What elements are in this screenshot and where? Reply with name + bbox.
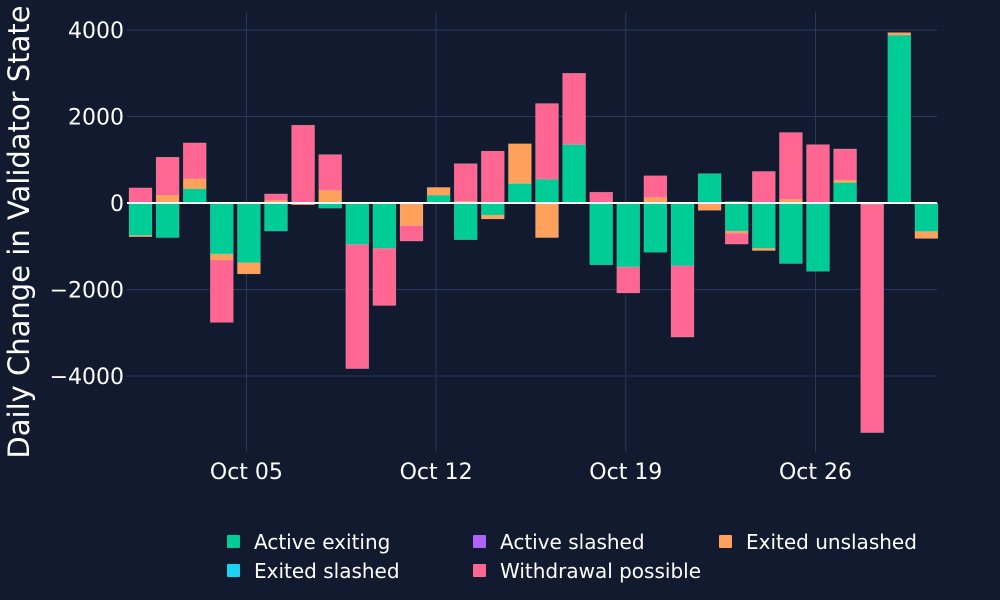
x-axis: Oct 05 Oct 12 Oct 19 Oct 26 (210, 460, 852, 485)
bar-active-exiting (697, 173, 722, 204)
bar-exited-unslashed (155, 194, 180, 204)
bar-withdrawal-possible (345, 244, 370, 369)
bar-withdrawal-possible (155, 156, 180, 196)
bar-exited-unslashed (399, 202, 424, 226)
legend-item[interactable]: Exited unslashed (719, 530, 917, 554)
bar-withdrawal-possible (535, 103, 559, 180)
bar-withdrawal-possible (860, 204, 884, 433)
bar-withdrawal-possible (616, 266, 641, 294)
bar-exited-unslashed (887, 32, 912, 36)
legend-label: Withdrawal possible (500, 559, 701, 583)
bar-active-exiting (806, 202, 830, 272)
legend-label: Exited slashed (254, 559, 400, 583)
bar-active-exiting (670, 202, 695, 266)
bar-withdrawal-possible (752, 171, 776, 204)
bar-active-exiting (210, 202, 234, 255)
bar-active-exiting (833, 182, 857, 204)
bar-active-exiting (752, 202, 776, 249)
bar-withdrawal-possible (291, 124, 315, 204)
bar-exited-unslashed (508, 143, 532, 184)
bar-active-exiting (155, 202, 180, 238)
y-tick-label: −2000 (50, 279, 124, 304)
y-tick-label: −4000 (50, 365, 124, 390)
bar-exited-unslashed (128, 235, 153, 237)
bar-active-exiting (508, 183, 532, 204)
bar-exited-unslashed (318, 190, 342, 204)
legend-swatch (473, 564, 486, 577)
bar-withdrawal-possible (372, 248, 397, 306)
bar-active-exiting (264, 202, 288, 232)
bar-active-exiting (237, 202, 261, 263)
legend-swatch (473, 535, 486, 548)
legend-swatch (719, 535, 732, 548)
bar-withdrawal-possible (128, 187, 153, 204)
bar-exited-unslashed (724, 230, 749, 234)
legend-label: Active exiting (254, 530, 390, 554)
bar-active-exiting (128, 202, 153, 236)
legend-swatch (227, 535, 240, 548)
bar-active-exiting (643, 202, 668, 253)
x-tick-label: Oct 19 (589, 460, 662, 485)
bar-exited-unslashed (481, 214, 505, 220)
bar-active-exiting (887, 34, 912, 204)
bar-active-exiting (589, 202, 613, 266)
y-tick-label: 0 (110, 192, 124, 217)
y-axis: 4000 2000 0 −2000 −4000 (50, 19, 124, 390)
bar-withdrawal-possible (182, 142, 207, 180)
legend-item[interactable]: Active slashed (473, 530, 645, 554)
bar-exited-unslashed (752, 248, 776, 251)
y-tick-label: 2000 (68, 106, 124, 131)
bar-withdrawal-possible (399, 225, 424, 242)
bar-exited-unslashed (237, 262, 261, 275)
x-tick-label: Oct 26 (779, 460, 852, 485)
bar-exited-unslashed (914, 231, 939, 239)
bar-active-exiting (562, 144, 586, 204)
bar-withdrawal-possible (562, 73, 586, 145)
bar-withdrawal-possible (806, 144, 830, 204)
bar-withdrawal-possible (481, 150, 505, 204)
bar-exited-unslashed (535, 202, 559, 238)
x-tick-label: Oct 05 (210, 460, 283, 485)
legend-swatch (227, 564, 240, 577)
bar-withdrawal-possible (643, 175, 668, 198)
bar-exited-unslashed (182, 178, 207, 189)
bar-withdrawal-possible (453, 163, 478, 202)
bar-exited-unslashed (697, 202, 722, 211)
bar-exited-unslashed (426, 187, 451, 196)
bar-exited-unslashed (210, 253, 234, 261)
bar-active-exiting (426, 194, 451, 204)
bar-withdrawal-possible (589, 191, 613, 204)
bar-active-exiting (481, 202, 505, 216)
bar-withdrawal-possible (670, 265, 695, 338)
bar-active-exiting (372, 202, 397, 249)
legend-item[interactable]: Exited slashed (227, 559, 400, 583)
bar-active-exiting (724, 202, 749, 232)
y-axis-title: Daily Change in Validator State (2, 5, 36, 458)
bar-withdrawal-possible (724, 233, 749, 245)
bar-withdrawal-possible (318, 154, 342, 191)
legend: Active exiting Active slashed Exited unsla… (227, 530, 917, 583)
bar-active-exiting (616, 202, 641, 268)
y-tick-label: 4000 (68, 19, 124, 44)
bar-active-exiting (779, 202, 803, 264)
x-tick-label: Oct 12 (400, 460, 473, 485)
legend-label: Active slashed (500, 530, 645, 554)
bar-exited-unslashed (833, 179, 857, 183)
bar-withdrawal-possible (779, 132, 803, 200)
legend-item[interactable]: Active exiting (227, 530, 390, 554)
legend-label: Exited unslashed (746, 530, 917, 554)
legend-item[interactable]: Withdrawal possible (473, 559, 701, 583)
bar-active-exiting (453, 202, 478, 241)
bar-active-exiting (535, 178, 559, 204)
bar-active-exiting (914, 202, 939, 232)
bar-active-exiting (345, 202, 370, 245)
bar-withdrawal-possible (833, 148, 857, 181)
bar-withdrawal-possible (264, 193, 288, 201)
bar-withdrawal-possible (210, 259, 234, 323)
bar-active-exiting (182, 188, 207, 204)
